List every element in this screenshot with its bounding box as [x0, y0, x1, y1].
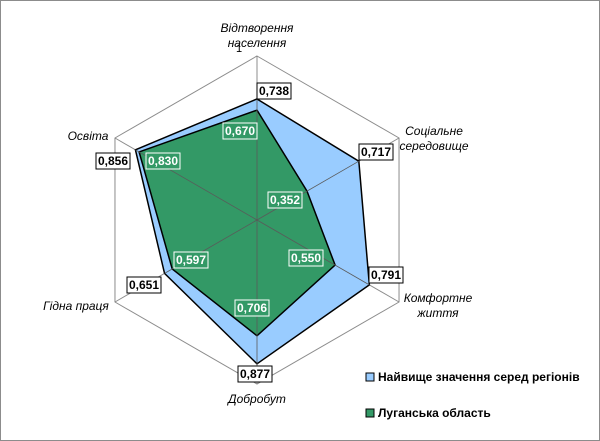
axis-label: Соціальне середовище — [399, 124, 468, 153]
inner-spoke — [256, 160, 360, 221]
legend-label: Найвище значення серед регіонів — [378, 370, 580, 384]
legend: Найвище значення серед регіонів Луганська… — [365, 370, 580, 420]
legend-swatch — [365, 372, 375, 382]
svg-text:0,717: 0,717 — [361, 145, 391, 159]
data-label-region: 0,706 — [234, 299, 270, 317]
data-label-region: 0,830 — [145, 152, 181, 170]
data-label-best: 0,651 — [126, 276, 162, 294]
svg-text:0,651: 0,651 — [129, 278, 159, 292]
svg-text:0,352: 0,352 — [270, 193, 300, 207]
series-layer — [134, 98, 371, 365]
svg-text:0,597: 0,597 — [176, 253, 206, 267]
svg-text:0,706: 0,706 — [237, 301, 267, 315]
axis-label: Комфортне життя — [404, 291, 473, 320]
svg-text:0,856: 0,856 — [98, 154, 128, 168]
tick-label-max: 1 — [236, 43, 242, 55]
legend-item: Луганська область — [365, 406, 491, 420]
svg-text:0,791: 0,791 — [371, 268, 401, 282]
axis-label: Освіта — [68, 129, 109, 143]
legend-label: Луганська область — [378, 406, 491, 420]
data-label-best: 0,791 — [368, 266, 404, 284]
data-label-region: 0,352 — [267, 191, 303, 209]
data-labels: 0,738 0,717 0,791 0,877 0,651 0,856 0,670 0,352… — [95, 82, 404, 383]
svg-text:0,738: 0,738 — [259, 84, 289, 98]
svg-text:0,550: 0,550 — [291, 251, 321, 265]
data-label-region: 0,550 — [288, 249, 324, 267]
svg-text:0,670: 0,670 — [225, 124, 255, 138]
axis-label: Відтворення населення — [221, 21, 295, 50]
legend-item: Найвище значення серед регіонів — [365, 370, 580, 384]
svg-text:0,830: 0,830 — [148, 154, 178, 168]
axis-labels: Відтворення населення Соціальне середовище К… — [43, 21, 472, 406]
data-label-best: 0,877 — [237, 365, 273, 383]
axis-label: Гідна праця — [43, 299, 109, 313]
data-label-region: 0,597 — [173, 251, 209, 269]
svg-text:0,877: 0,877 — [240, 367, 270, 381]
data-label-best: 0,717 — [358, 143, 394, 161]
data-label-best: 0,856 — [95, 152, 131, 170]
legend-swatch — [365, 408, 375, 418]
data-label-region: 0,670 — [222, 122, 258, 140]
axis-label: Добробут — [226, 392, 286, 406]
data-label-best: 0,738 — [256, 82, 292, 100]
